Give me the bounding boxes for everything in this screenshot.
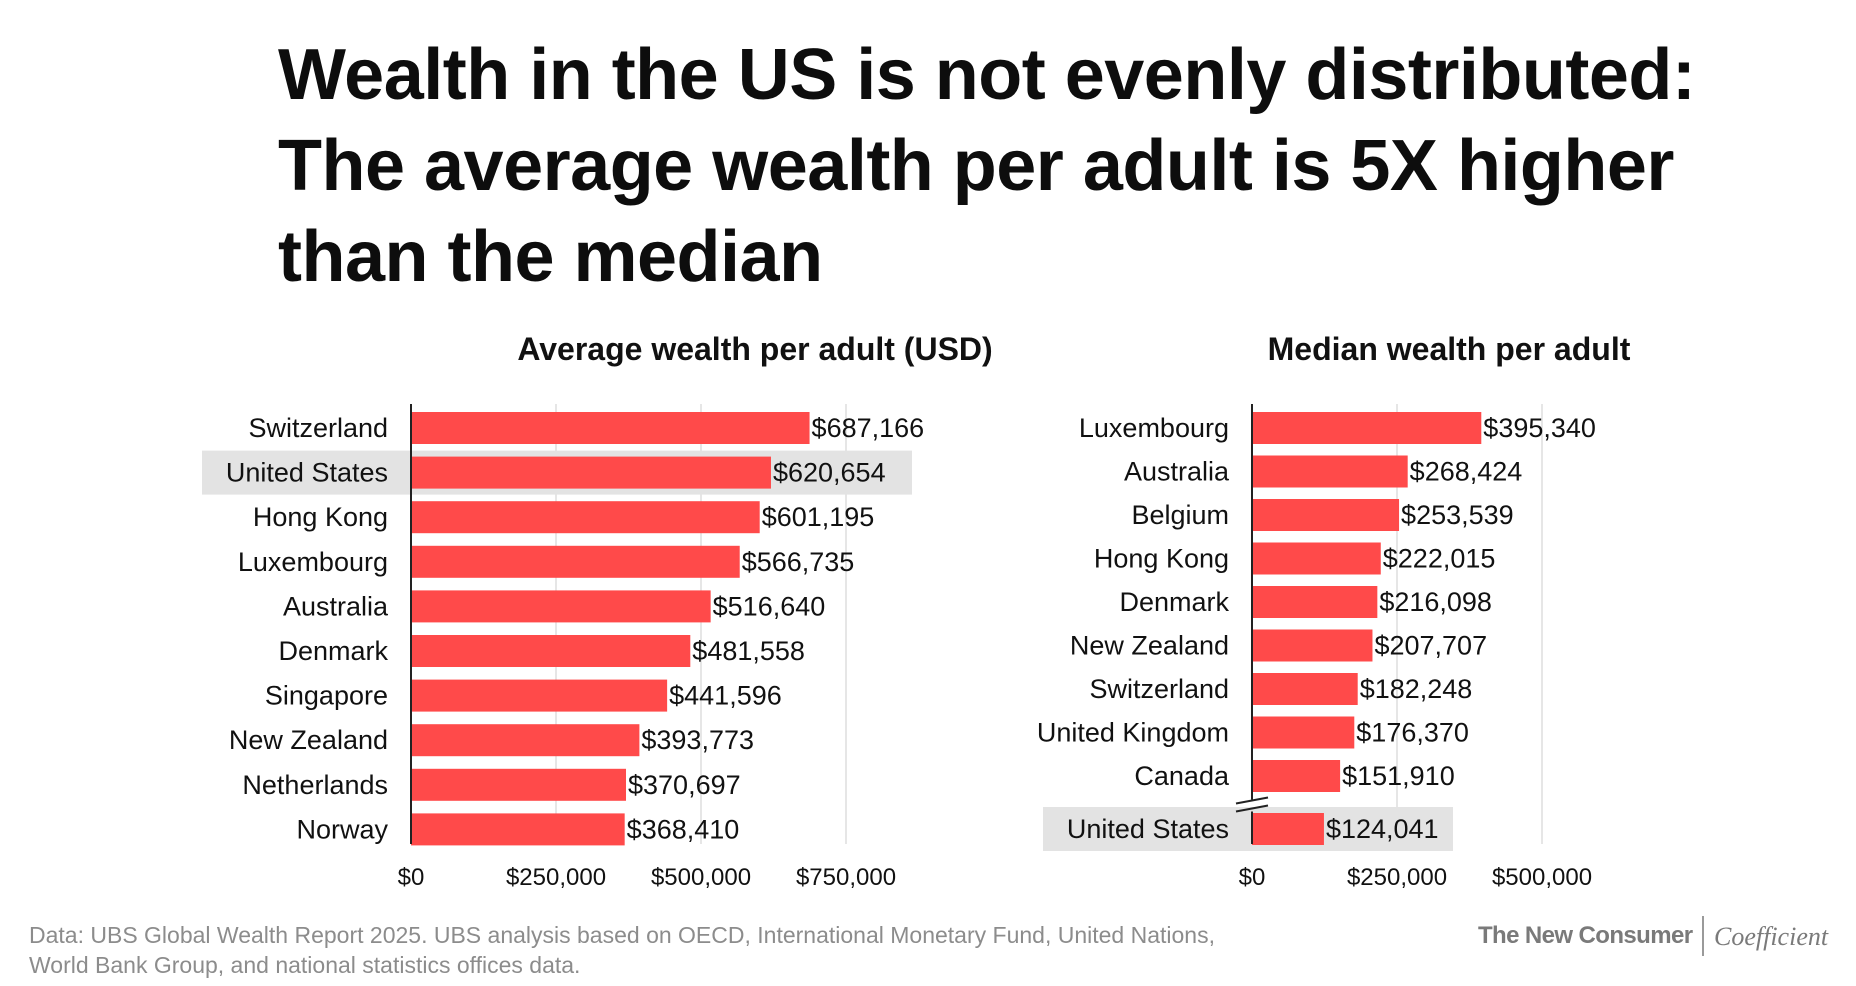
title-line-2: The average wealth per adult is 5X highe… — [278, 126, 1674, 206]
chart-1-value-label: $370,697 — [628, 770, 741, 800]
chart-2-value-label: $395,340 — [1483, 413, 1596, 443]
chart-2-bar — [1252, 813, 1324, 845]
chart-1-bar — [411, 590, 711, 623]
charts-canvas: Average wealth per adult (USD) Switzerlan… — [202, 331, 1631, 891]
chart-2-category-label: Canada — [1134, 761, 1230, 791]
chart-2-category-label: Belgium — [1131, 500, 1229, 530]
brand-coefficient: Coefficient — [1714, 922, 1829, 951]
source-line-1: Data: UBS Global Wealth Report 2025. UBS… — [29, 922, 1215, 948]
chart-2-value-label: $216,098 — [1379, 587, 1492, 617]
chart-2-category-label: Australia — [1124, 457, 1230, 487]
chart-2-bar — [1252, 586, 1378, 618]
source-line-2: World Bank Group, and national statistic… — [29, 952, 581, 978]
chart-2-value-label: $182,248 — [1360, 674, 1473, 704]
chart-1-value-label: $516,640 — [713, 591, 826, 621]
chart-2-title: Median wealth per adult — [1268, 331, 1631, 367]
chart-2-category-label: United States — [1067, 814, 1229, 844]
chart-1-bar — [411, 635, 691, 667]
chart-2-bar — [1252, 455, 1408, 488]
chart-2-value-label: $222,015 — [1383, 544, 1496, 574]
chart-1-bar — [411, 501, 760, 534]
chart-2-category-label: Switzerland — [1089, 674, 1229, 704]
chart-2-category-label: United Kingdom — [1037, 718, 1229, 748]
brand-divider — [1702, 916, 1704, 956]
chart-2-value-label: $151,910 — [1342, 761, 1455, 791]
chart-1-category-label: United States — [226, 458, 388, 488]
chart-1-tick-label: $0 — [398, 864, 425, 891]
chart-1-bar — [411, 768, 627, 801]
chart-1-tick-label: $500,000 — [651, 864, 751, 891]
chart-1-category-label: New Zealand — [229, 725, 388, 755]
chart-1-category-label: Denmark — [278, 636, 388, 666]
chart-1-category-label: Netherlands — [242, 770, 388, 800]
chart-2-bar — [1252, 412, 1482, 444]
chart-2-category-label: Denmark — [1119, 587, 1229, 617]
chart-1-value-label: $566,735 — [742, 547, 855, 577]
brand-the-new-consumer: The New Consumer — [1478, 922, 1693, 949]
chart-1-value-label: $620,654 — [773, 458, 886, 488]
chart-2-bar — [1252, 760, 1341, 792]
chart-2-tick-label: $500,000 — [1492, 864, 1592, 891]
chart-1-bar — [411, 724, 640, 757]
chart-2-axis-break — [1235, 796, 1269, 805]
title-line-1: Wealth in the US is not evenly distribut… — [278, 35, 1696, 115]
chart-1-value-label: $601,195 — [762, 502, 875, 532]
chart-1-category-label: Norway — [296, 814, 388, 844]
source-note: Data: UBS Global Wealth Report 2025. UBS… — [29, 920, 1329, 980]
chart-1-category-label: Luxembourg — [238, 547, 388, 577]
title-line-3: than the median — [278, 217, 823, 297]
chart-1-category-label: Switzerland — [248, 413, 388, 443]
chart-2-value-label: $207,707 — [1374, 631, 1487, 661]
chart-1-bar — [411, 813, 625, 846]
chart-1-value-label: $393,773 — [641, 725, 754, 755]
chart-2-tick-label: $0 — [1239, 864, 1266, 891]
chart-2-category-label: New Zealand — [1070, 631, 1229, 661]
chart-2-bar — [1252, 716, 1355, 749]
chart-2-bar — [1252, 542, 1381, 575]
chart-2-value-label: $268,424 — [1410, 457, 1523, 487]
chart-2-bar — [1252, 629, 1373, 662]
chart-2-value-label: $176,370 — [1356, 718, 1469, 748]
chart-title: Wealth in the US is not evenly distribut… — [278, 30, 1778, 303]
chart-2-highlight-band — [1043, 807, 1453, 851]
chart-1-bar — [411, 545, 740, 578]
chart-2-value-label: $253,539 — [1401, 500, 1514, 530]
chart-1-bar — [411, 412, 810, 444]
chart-2-category-label: Hong Kong — [1094, 544, 1229, 574]
chart-1-value-label: $441,596 — [669, 681, 782, 711]
chart-1-category-label: Australia — [283, 591, 389, 621]
chart-2-bar — [1252, 499, 1400, 531]
chart-1-tick-label: $250,000 — [506, 864, 606, 891]
chart-2-value-label: $124,041 — [1326, 814, 1439, 844]
chart-2-category-label: Luxembourg — [1079, 413, 1229, 443]
chart-1-value-label: $687,166 — [812, 413, 925, 443]
chart-1-value-label: $368,410 — [627, 814, 740, 844]
chart-2-bar — [1252, 673, 1358, 705]
chart-1-category-label: Singapore — [265, 681, 388, 711]
chart-2-tick-label: $250,000 — [1347, 864, 1447, 891]
chart-2-axis-break — [1235, 804, 1269, 813]
chart-1-category-label: Hong Kong — [253, 502, 388, 532]
chart-1-bar — [411, 456, 771, 489]
chart-1-tick-label: $750,000 — [796, 864, 896, 891]
chart-1-value-label: $481,558 — [692, 636, 805, 666]
chart-1-bar — [411, 679, 668, 712]
chart-1-title: Average wealth per adult (USD) — [517, 331, 992, 367]
